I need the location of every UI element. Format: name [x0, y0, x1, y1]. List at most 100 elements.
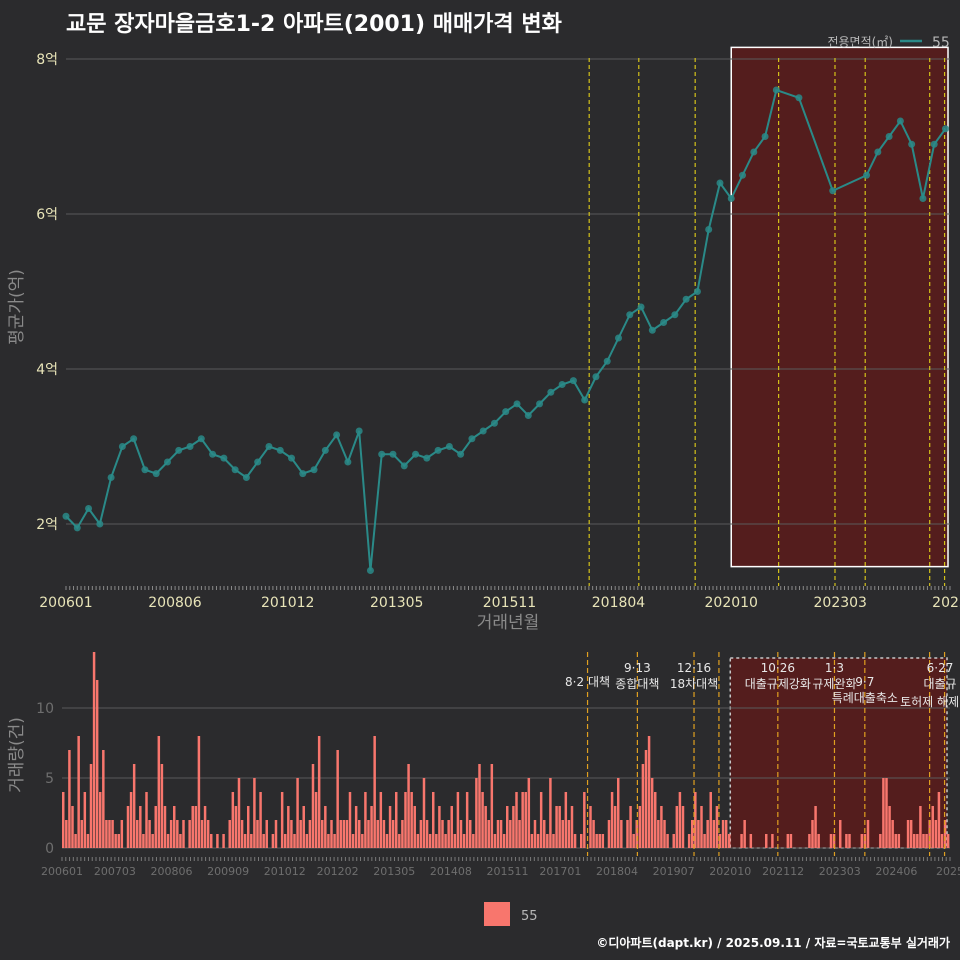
volume-bar [521, 792, 524, 848]
x-axis-title: 거래년월 [477, 613, 540, 633]
volume-bar [398, 834, 401, 848]
volume-bar [287, 806, 290, 848]
policy-annotation: 토허제 해제 [900, 695, 959, 709]
volume-bar [253, 778, 256, 848]
y-axis-title: 평균가(억) [7, 269, 27, 345]
volume-bar [422, 778, 426, 848]
volume-bar [348, 792, 352, 848]
volume-bar [706, 820, 709, 848]
price-point [705, 226, 713, 233]
volume-bar [906, 820, 910, 848]
volume-bar [808, 834, 811, 848]
volume-bar [552, 834, 555, 848]
volume-bar [931, 806, 934, 848]
volume-bar [694, 792, 697, 848]
x-tick-label: 201012 [264, 865, 306, 878]
price-point [445, 443, 453, 450]
price-point [344, 458, 352, 466]
volume-bar [687, 834, 691, 848]
volume-bar [256, 820, 259, 848]
volume-bar [176, 820, 179, 848]
volume-bar [182, 820, 185, 848]
volume-bar [632, 834, 635, 848]
volume-bar [558, 806, 561, 848]
volume-bar [432, 792, 435, 848]
volume-bar [148, 820, 151, 848]
volume-bar [102, 750, 105, 848]
policy-annotation: 대출규제강화 [745, 677, 811, 691]
volume-bar [888, 806, 891, 848]
x-tick-label: 200601 [39, 595, 92, 611]
price-point [220, 454, 228, 462]
volume-bar [453, 834, 457, 848]
price-point [863, 171, 871, 179]
price-point [85, 505, 93, 512]
price-point [73, 524, 81, 532]
volume-bar [657, 820, 660, 848]
volume-bar [940, 834, 944, 848]
volume-bar [367, 820, 370, 848]
volume-bar [243, 834, 247, 848]
price-point [96, 520, 104, 528]
price-point [118, 443, 126, 450]
volume-bar [499, 820, 503, 848]
volume-bar [598, 834, 601, 848]
price-point [536, 400, 544, 408]
y-axis-title: 거래량(건) [7, 717, 27, 793]
volume-bar [388, 806, 392, 848]
volume-bar [105, 820, 108, 848]
volume-bar [703, 834, 706, 848]
price-point [569, 377, 577, 385]
volume-bar [592, 820, 595, 848]
volume-bar [83, 792, 87, 848]
source-credit: ©디아파트(dapt.kr) / 2025.09.11 / 자료=국토교통부 실… [596, 936, 950, 950]
policy-annotation: 특례대출축소 [832, 691, 898, 705]
volume-bar [410, 792, 413, 848]
volume-bar [157, 736, 161, 848]
volume-bar [151, 834, 154, 848]
price-point [163, 458, 171, 466]
volume-bar [447, 820, 450, 848]
y-tick-label: 6억 [36, 207, 58, 223]
x-tick-label: 202303 [819, 865, 861, 878]
volume-bar [509, 820, 512, 848]
volume-bar [469, 820, 472, 848]
volume-bar [364, 792, 367, 848]
volume-bar [650, 778, 654, 848]
volume-bar [459, 820, 463, 848]
x-tick-label: 201511 [483, 595, 536, 611]
volume-bar [311, 764, 315, 848]
volume-bar [937, 792, 941, 848]
price-point [152, 470, 160, 478]
volume-bar [765, 834, 768, 848]
volume-bar [718, 834, 722, 848]
x-tick-label: 200806 [150, 865, 192, 878]
volume-bar [484, 806, 487, 848]
volume-bar [271, 834, 275, 848]
price-point [434, 446, 442, 454]
volume-bar [691, 820, 694, 848]
volume-bar [68, 750, 71, 848]
volume-bar [891, 820, 894, 848]
volume-bar [317, 736, 321, 848]
price-point [276, 446, 284, 454]
x-tick-label: 2025 [936, 865, 960, 878]
price-point [874, 148, 882, 156]
x-tick-label: 202010 [709, 865, 751, 878]
price-point [197, 435, 205, 443]
volume-bar [65, 820, 68, 848]
volume-bar [946, 834, 950, 848]
volume-bar [712, 820, 716, 848]
price-point [107, 474, 115, 481]
x-tick-label: 202303 [814, 595, 867, 611]
volume-bar [407, 764, 410, 848]
volume-bar [290, 820, 293, 848]
volume-bar [438, 806, 441, 848]
y-tick-label: 4억 [36, 362, 58, 378]
volume-bar [512, 806, 515, 848]
volume-bar [191, 806, 194, 848]
price-point [829, 187, 837, 195]
volume-bar [527, 778, 531, 848]
volume-bar [811, 820, 814, 848]
volume-bar [376, 820, 379, 848]
